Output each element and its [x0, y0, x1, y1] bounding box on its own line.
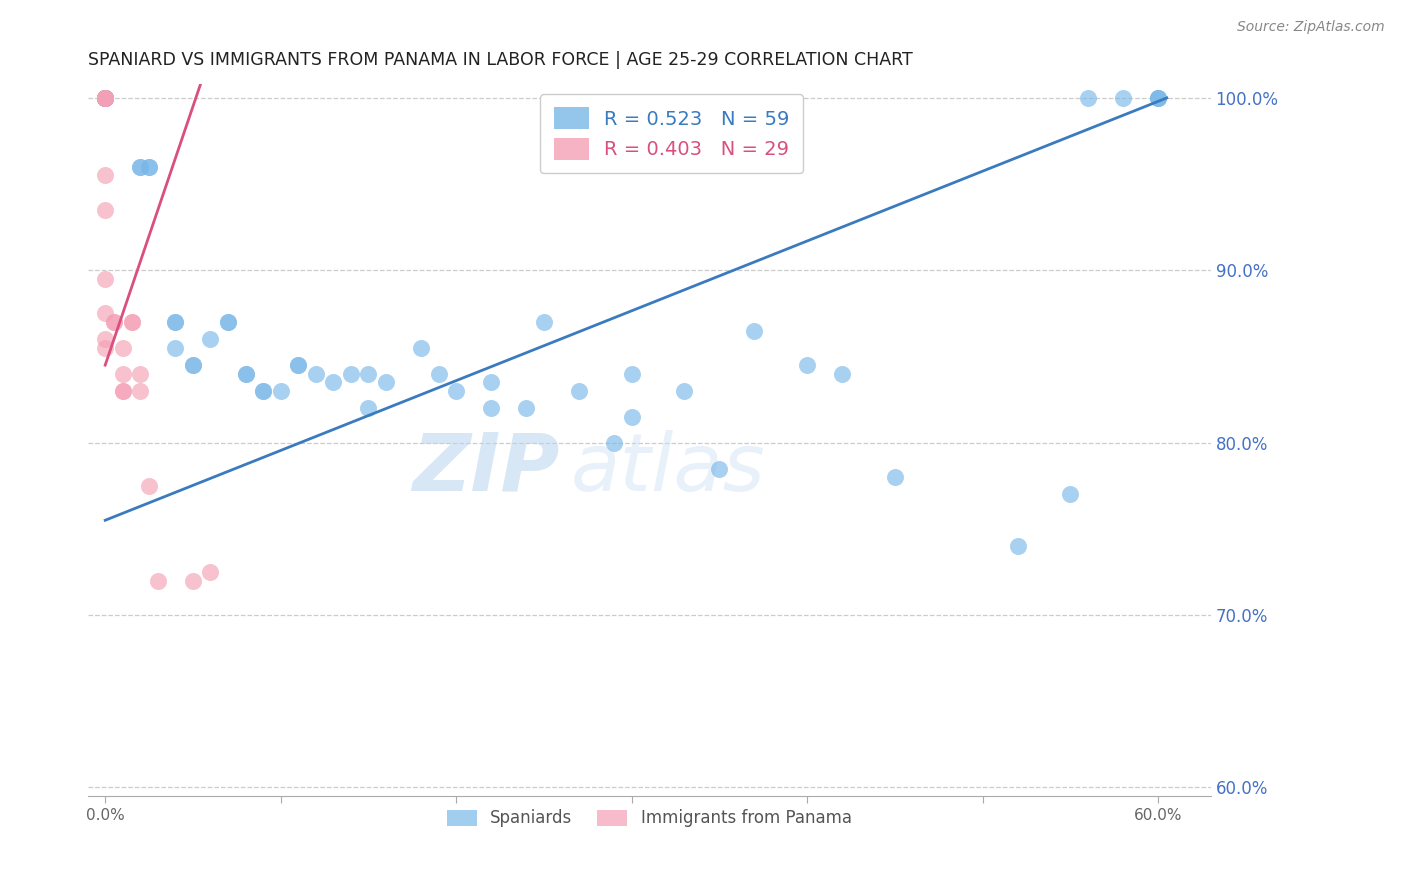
Point: [270, 384, 292, 398]
Point: [94, 91, 117, 105]
Point: [796, 358, 818, 372]
Legend: Spaniards, Immigrants from Panama: Spaniards, Immigrants from Panama: [440, 803, 858, 834]
Point: [94, 91, 117, 105]
Point: [357, 401, 380, 416]
Point: [322, 376, 344, 390]
Point: [94, 169, 117, 183]
Point: [252, 384, 274, 398]
Point: [673, 384, 696, 398]
Point: [94, 91, 117, 105]
Point: [181, 574, 204, 588]
Point: [146, 574, 169, 588]
Point: [235, 367, 257, 381]
Text: Source: ZipAtlas.com: Source: ZipAtlas.com: [1237, 20, 1385, 34]
Point: [111, 384, 134, 398]
Point: [709, 461, 731, 475]
Point: [831, 367, 853, 381]
Point: [287, 358, 309, 372]
Point: [603, 435, 626, 450]
Point: [138, 479, 160, 493]
Point: [883, 470, 905, 484]
Point: [200, 565, 222, 579]
Point: [357, 367, 380, 381]
Point: [129, 367, 152, 381]
Point: [1147, 91, 1170, 105]
Point: [200, 332, 222, 346]
Point: [94, 91, 117, 105]
Point: [94, 272, 117, 286]
Point: [1059, 487, 1081, 501]
Point: [111, 341, 134, 355]
Point: [103, 315, 125, 329]
Point: [515, 401, 537, 416]
Point: [94, 91, 117, 105]
Point: [444, 384, 467, 398]
Point: [1077, 91, 1099, 105]
Point: [744, 324, 766, 338]
Point: [1112, 91, 1135, 105]
Point: [111, 367, 134, 381]
Point: [94, 202, 117, 217]
Point: [427, 367, 450, 381]
Text: SPANIARD VS IMMIGRANTS FROM PANAMA IN LABOR FORCE | AGE 25-29 CORRELATION CHART: SPANIARD VS IMMIGRANTS FROM PANAMA IN LA…: [87, 51, 912, 69]
Point: [479, 376, 502, 390]
Point: [138, 160, 160, 174]
Point: [94, 91, 117, 105]
Point: [94, 306, 117, 320]
Point: [94, 91, 117, 105]
Point: [533, 315, 555, 329]
Point: [94, 91, 117, 105]
Point: [568, 384, 591, 398]
Point: [1147, 91, 1170, 105]
Point: [129, 160, 152, 174]
Point: [94, 91, 117, 105]
Point: [409, 341, 432, 355]
Point: [111, 384, 134, 398]
Point: [375, 376, 398, 390]
Point: [217, 315, 239, 329]
Point: [217, 315, 239, 329]
Text: ZIP: ZIP: [412, 430, 560, 508]
Point: [138, 160, 160, 174]
Point: [94, 91, 117, 105]
Point: [94, 91, 117, 105]
Point: [235, 367, 257, 381]
Point: [479, 401, 502, 416]
Point: [103, 315, 125, 329]
Point: [121, 315, 143, 329]
Point: [1007, 539, 1029, 553]
Point: [620, 367, 643, 381]
Text: atlas: atlas: [571, 430, 765, 508]
Point: [94, 91, 117, 105]
Point: [121, 315, 143, 329]
Point: [94, 91, 117, 105]
Point: [340, 367, 363, 381]
Point: [94, 91, 117, 105]
Point: [181, 358, 204, 372]
Point: [252, 384, 274, 398]
Point: [129, 384, 152, 398]
Point: [129, 160, 152, 174]
Point: [165, 315, 187, 329]
Point: [94, 91, 117, 105]
Point: [94, 341, 117, 355]
Point: [287, 358, 309, 372]
Point: [305, 367, 328, 381]
Point: [165, 315, 187, 329]
Point: [181, 358, 204, 372]
Point: [1147, 91, 1170, 105]
Point: [620, 409, 643, 424]
Point: [165, 341, 187, 355]
Point: [94, 332, 117, 346]
